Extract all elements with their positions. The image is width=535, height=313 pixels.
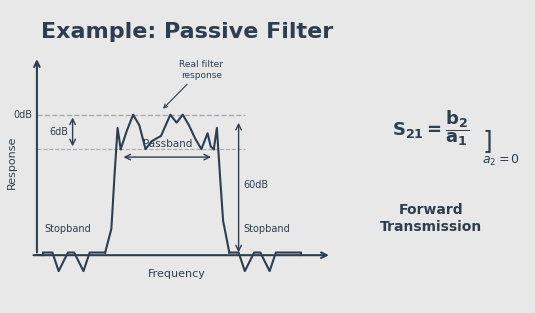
- Text: 0dB: 0dB: [13, 110, 32, 120]
- Text: Example: Passive Filter: Example: Passive Filter: [41, 22, 333, 42]
- Text: Forward
Transmission: Forward Transmission: [379, 203, 482, 234]
- Text: Frequency: Frequency: [148, 269, 205, 279]
- Text: Passband: Passband: [142, 139, 192, 149]
- Text: $\mathbf{S_{21} = \dfrac{b_2}{a_1}}$: $\mathbf{S_{21} = \dfrac{b_2}{a_1}}$: [392, 109, 470, 148]
- Text: $a_2{=}0$: $a_2{=}0$: [482, 152, 521, 167]
- Text: 6dB: 6dB: [49, 127, 68, 137]
- Text: Real filter
response: Real filter response: [164, 60, 224, 108]
- Text: Stopband: Stopband: [44, 224, 91, 234]
- Text: $]$: $]$: [483, 129, 492, 155]
- Text: 60dB: 60dB: [243, 180, 269, 190]
- Text: Stopband: Stopband: [243, 224, 290, 234]
- Text: Response: Response: [7, 136, 17, 189]
